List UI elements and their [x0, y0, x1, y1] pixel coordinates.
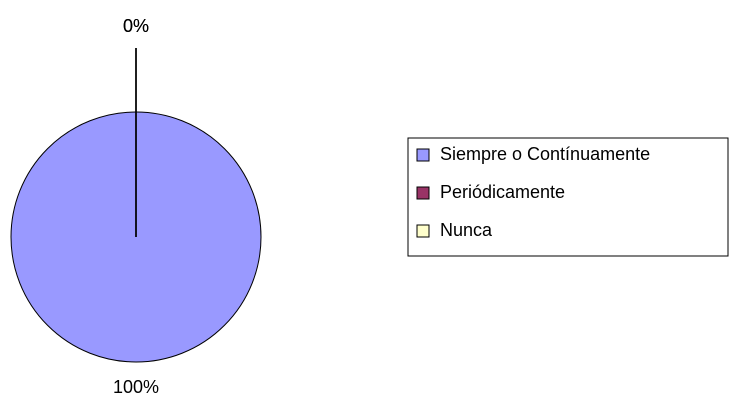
legend-swatch [416, 224, 430, 238]
legend-label: Siempre o Contínuamente [440, 144, 650, 164]
legend-swatch [416, 186, 430, 200]
data-label: 0% [123, 16, 149, 36]
legend-swatch [416, 148, 430, 162]
data-label: 0% [123, 16, 149, 36]
legend-label: Nunca [440, 220, 493, 240]
data-label: 100% [113, 377, 159, 397]
legend-box [407, 137, 729, 257]
legend-label: Periódicamente [440, 182, 565, 202]
